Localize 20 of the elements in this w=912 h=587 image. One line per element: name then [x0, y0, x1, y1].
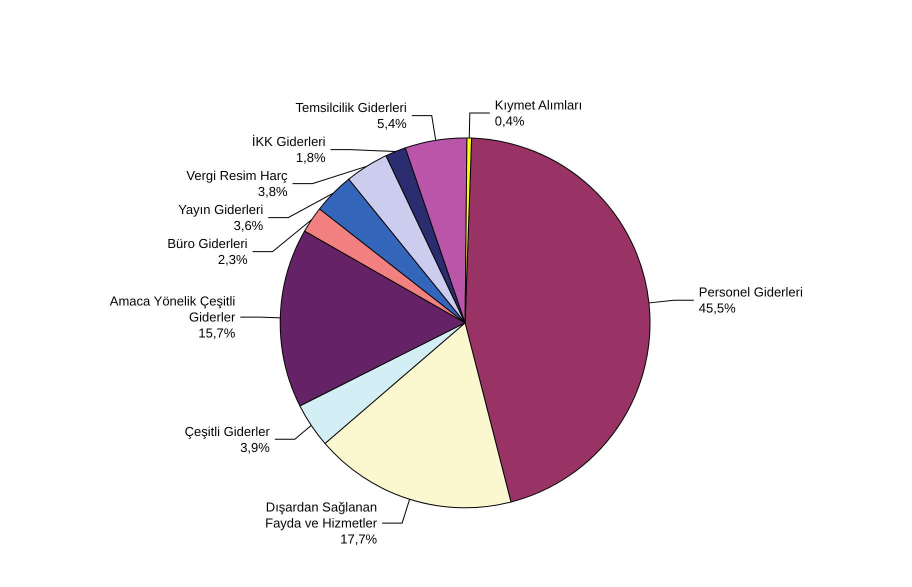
- slice-label: Kıymet Alımları: [494, 97, 582, 112]
- data-label: 0,4%: [494, 113, 525, 128]
- slice-label: Personel Giderleri: [698, 284, 803, 300]
- slice-label: Yayın Giderleri: [178, 202, 264, 218]
- data-label: 3,9%: [240, 440, 270, 455]
- data-label: 3,6%: [234, 218, 264, 234]
- data-label: 2,3%: [218, 252, 248, 268]
- slice-label: Vergi Resim Harç: [186, 168, 288, 184]
- slice-label: Dışardan Sağlanan Fayda ve Hizmetler: [265, 500, 378, 531]
- data-label: 1,8%: [296, 150, 326, 166]
- slice-label: İKK Giderleri: [252, 134, 326, 150]
- data-label: 45,5%: [698, 300, 736, 316]
- slice-label: Amaca Yönelik Çeşitli Giderler: [110, 294, 236, 325]
- data-label: 17,7%: [340, 532, 378, 547]
- slice-label: Çeşitli Giderler: [184, 424, 271, 439]
- data-label: 5,4%: [377, 116, 408, 132]
- data-label: 15,7%: [198, 326, 236, 341]
- slice-label: Büro Giderleri: [167, 236, 248, 252]
- data-label: 3,8%: [258, 184, 288, 200]
- slice-label: Temsilcilik Giderleri: [295, 100, 407, 116]
